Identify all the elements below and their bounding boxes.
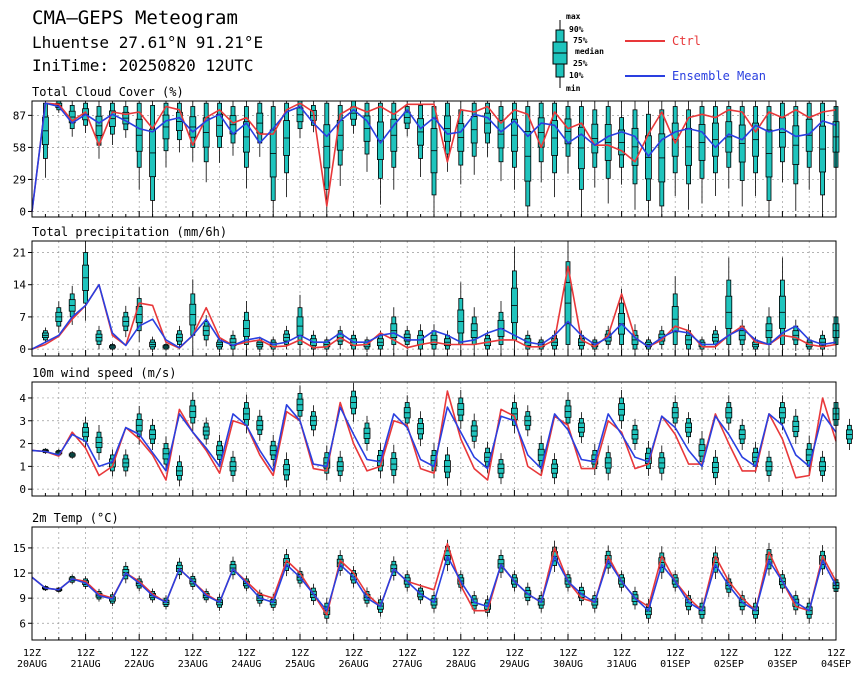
ensemble-mean-series-line [31, 102, 837, 212]
x-tick-label-hour: 12Z [452, 648, 470, 659]
panel-frame [31, 100, 837, 218]
legend-box-label: 10% [569, 71, 584, 80]
x-tick-label-hour: 12Z [666, 648, 684, 659]
chart-title: CMA—GEPS Meteogram [32, 7, 238, 29]
x-tick-label-date: 29AUG [499, 659, 529, 670]
x-tick-label-hour: 12Z [291, 648, 309, 659]
y-tick-label: 14 [13, 279, 27, 292]
y-tick-label: 9 [19, 592, 26, 605]
y-tick-label: 12 [13, 567, 26, 580]
y-tick-label: 15 [13, 542, 26, 555]
ensemble-mean-series-line [31, 283, 837, 350]
y-tick-label: 0 [19, 343, 26, 356]
y-tick-label: 6 [19, 617, 26, 630]
panel-frame [31, 381, 837, 497]
ctrl-series-line [31, 265, 837, 350]
panel-title: 10m wind speed (m/s) [32, 366, 177, 380]
x-tick-label-date: 30AUG [553, 659, 583, 670]
x-tick-label-date: 25AUG [285, 659, 315, 670]
y-tick-label: 29 [13, 173, 26, 186]
y-tick-label: 7 [19, 311, 26, 324]
y-tick-label: 87 [13, 109, 26, 122]
y-tick-label: 0 [19, 483, 26, 496]
x-tick-label-date: 02SEP [714, 659, 744, 670]
panel-frame [31, 240, 837, 357]
x-tick-label-date: 03SEP [767, 659, 797, 670]
y-tick-label: 1 [19, 460, 26, 473]
legend-box-label: 90% [569, 25, 584, 34]
y-tick-label: 0 [19, 205, 26, 218]
legend-box-label: max [566, 12, 581, 21]
y-tick-label: 4 [19, 392, 26, 405]
x-tick-label-date: 28AUG [446, 659, 476, 670]
x-tick-label-date: 26AUG [339, 659, 369, 670]
y-tick-label: 3 [19, 415, 26, 428]
x-tick-label-hour: 12Z [720, 648, 738, 659]
y-tick-label: 58 [13, 141, 26, 154]
legend-box-label: 25% [573, 59, 588, 68]
x-tick-label-hour: 12Z [827, 648, 845, 659]
x-tick-label-hour: 12Z [398, 648, 416, 659]
x-tick-label-date: 01SEP [660, 659, 690, 670]
legend-box-label: min [566, 83, 581, 93]
panel-title: 2m Temp (°C) [32, 511, 119, 525]
legend-box-label: median [575, 46, 604, 56]
ctrl-series-line [31, 102, 837, 212]
x-tick-label-date: 27AUG [392, 659, 422, 670]
location-label: Lhuentse 27.61°N 91.21°E [32, 33, 264, 52]
x-tick-label-date: 04SEP [821, 659, 851, 670]
x-tick-label-hour: 12Z [345, 648, 363, 659]
ensemble-mean-series-line [31, 403, 837, 472]
x-tick-label-hour: 12Z [237, 648, 255, 659]
x-tick-label-hour: 12Z [130, 648, 148, 659]
x-tick-label-hour: 12Z [505, 648, 523, 659]
x-tick-label-date: 24AUG [231, 659, 261, 670]
legend-ctrl-label: Ctrl [672, 34, 701, 48]
ensemble-mean-series-line [31, 555, 837, 612]
y-tick-label: 21 [13, 247, 26, 260]
y-tick-label: 2 [19, 438, 26, 451]
legend-mean-label: Ensemble Mean [672, 69, 766, 83]
x-tick-label-hour: 12Z [184, 648, 202, 659]
init-time-label: IniTime: 20250820 12UTC [32, 56, 254, 75]
panel-frame [31, 526, 837, 641]
x-tick-label-date: 20AUG [17, 659, 47, 670]
x-tick-label-hour: 12Z [559, 648, 577, 659]
x-tick-label-date: 23AUG [178, 659, 208, 670]
x-tick-label-date: 21AUG [71, 659, 101, 670]
x-tick-label-date: 31AUG [607, 659, 637, 670]
legend-box-label: 75% [573, 36, 588, 45]
x-tick-label-hour: 12Z [23, 648, 41, 659]
panel-title: Total precipitation (mm/6h) [32, 225, 227, 239]
x-tick-label-hour: 12Z [613, 648, 631, 659]
x-tick-label-hour: 12Z [77, 648, 95, 659]
x-tick-label-hour: 12Z [773, 648, 791, 659]
panel-title: Total Cloud Cover (%) [32, 85, 184, 99]
x-tick-label-date: 22AUG [124, 659, 154, 670]
